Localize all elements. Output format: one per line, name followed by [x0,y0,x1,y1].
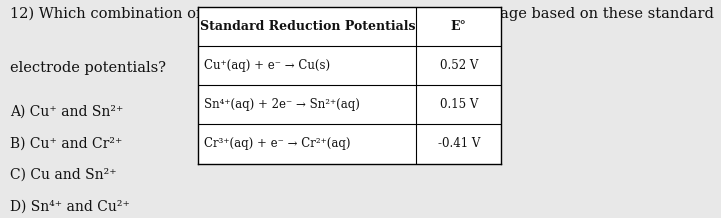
Text: Sn⁴⁺(aq) + 2e⁻ → Sn²⁺(aq): Sn⁴⁺(aq) + 2e⁻ → Sn²⁺(aq) [204,98,360,111]
Text: -0.41 V: -0.41 V [438,137,480,150]
Text: C) Cu and Sn²⁺: C) Cu and Sn²⁺ [10,168,117,182]
Text: 0.15 V: 0.15 V [440,98,478,111]
Text: Cu⁺(aq) + e⁻ → Cu(s): Cu⁺(aq) + e⁻ → Cu(s) [204,59,330,72]
Text: Cr³⁺(aq) + e⁻ → Cr²⁺(aq): Cr³⁺(aq) + e⁻ → Cr²⁺(aq) [204,137,351,150]
Text: 12) Which combination of reactants will produce the greatest voltage based on th: 12) Which combination of reactants will … [10,7,714,21]
Text: A) Cu⁺ and Sn²⁺: A) Cu⁺ and Sn²⁺ [10,105,123,119]
Text: Standard Reduction Potentials: Standard Reduction Potentials [200,20,415,33]
Text: D) Sn⁴⁺ and Cu²⁺: D) Sn⁴⁺ and Cu²⁺ [10,199,130,213]
Text: 0.52 V: 0.52 V [440,59,478,72]
Text: electrode potentials?: electrode potentials? [10,61,166,75]
Text: E°: E° [451,20,466,33]
Text: B) Cu⁺ and Cr²⁺: B) Cu⁺ and Cr²⁺ [10,136,123,150]
